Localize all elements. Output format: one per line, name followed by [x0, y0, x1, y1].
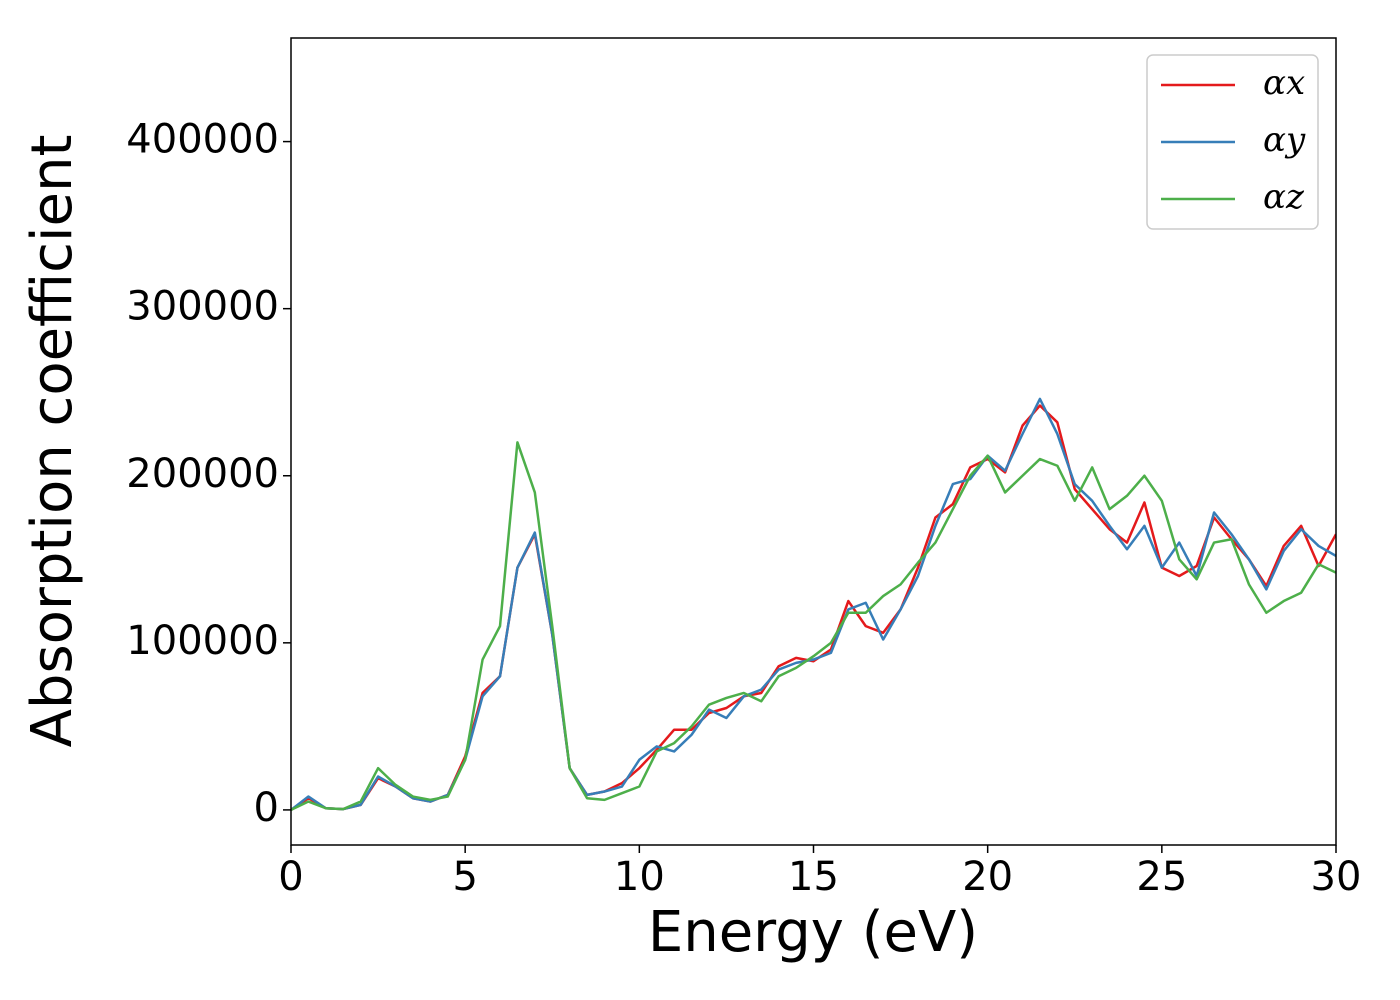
x-tick-label: 5: [452, 854, 477, 900]
x-tick-label: 10: [614, 854, 665, 900]
y-tick-label: 100000: [126, 618, 279, 664]
x-tick-label: 25: [1136, 854, 1187, 900]
x-tick-label: 15: [788, 854, 839, 900]
y-tick-label: 400000: [126, 117, 279, 163]
plot-frame: [290, 37, 1337, 846]
legend-label: αx: [1263, 63, 1305, 103]
y-tick-label: 300000: [126, 284, 279, 330]
x-tick-label: 0: [278, 854, 303, 900]
data-line: [291, 441, 1336, 812]
y-axis-label: Absorption coefficient: [20, 135, 85, 748]
legend-label: αy: [1263, 120, 1306, 160]
x-tick-label: 30: [1311, 854, 1362, 900]
data-line: [291, 404, 1336, 811]
legend-label: αz: [1263, 177, 1305, 217]
x-tick-label: 20: [962, 854, 1013, 900]
y-tick-label: 200000: [126, 451, 279, 497]
y-tick-label: 0: [254, 785, 279, 831]
data-line: [291, 397, 1336, 811]
x-axis-label: Energy (eV): [648, 900, 978, 965]
